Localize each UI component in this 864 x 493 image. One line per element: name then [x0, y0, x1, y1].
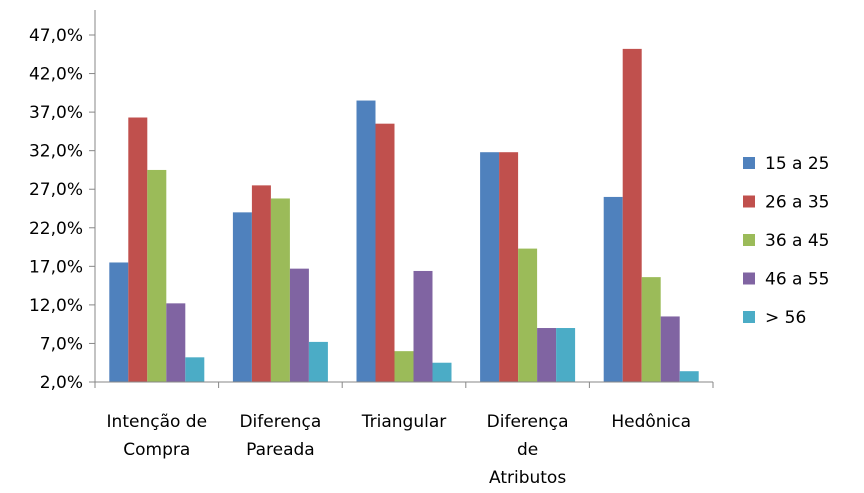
x-axis-labels: Intenção de Compra Diferença Pareada Triangu… — [107, 412, 692, 488]
bar-26-a-35-1 — [251, 185, 271, 382]
y-tick-label: 27,0% — [29, 180, 83, 200]
bar-56-0 — [185, 357, 205, 382]
bar-56-2 — [432, 362, 452, 382]
y-axis-ticks: 2,0% 7,0% 12,0% 17,0% 22,0% 27,0% 32,0% 37,0% 42… — [29, 26, 95, 393]
bar-15-a-25-1 — [232, 212, 252, 382]
x-tick-label: de — [517, 440, 538, 460]
y-tick-label: 42,0% — [29, 65, 83, 85]
legend-swatch — [743, 234, 755, 246]
bar-15-a-25-4 — [603, 196, 623, 382]
legend-swatch — [743, 272, 755, 285]
bar-46-a-55-4 — [660, 316, 680, 382]
x-tick-label: Pareada — [246, 440, 315, 460]
x-tick-label: Compra — [123, 440, 190, 460]
x-tick-label: Intenção de — [107, 412, 208, 432]
bar-26-a-35-4 — [622, 48, 642, 382]
x-tick-label: Hedônica — [611, 412, 691, 432]
bar-15-a-25-2 — [356, 100, 376, 383]
legend-swatch — [743, 157, 755, 169]
x-tick-label: Triangular — [361, 412, 447, 432]
bars — [109, 48, 699, 383]
legend-label: 26 a 35 — [765, 193, 830, 213]
bar-46-a-55-1 — [289, 268, 309, 382]
y-tick-label: 2,0% — [40, 373, 83, 393]
x-tick-label: Diferença — [239, 412, 321, 432]
y-tick-label: 22,0% — [29, 219, 83, 239]
y-tick-label: 47,0% — [29, 26, 83, 46]
bar-36-a-45-4 — [641, 277, 661, 382]
bar-36-a-45-0 — [147, 169, 167, 382]
y-tick-label: 17,0% — [29, 257, 83, 277]
legend: 15 a 25 26 a 35 36 a 45 46 a 55 > 56 — [743, 154, 830, 328]
bar-36-a-45-1 — [270, 198, 290, 382]
y-tick-label: 37,0% — [29, 103, 83, 123]
bar-26-a-35-0 — [128, 117, 148, 383]
x-tick-label: Atributos — [489, 468, 566, 488]
bar-56-3 — [556, 328, 576, 382]
bar-26-a-35-3 — [499, 152, 519, 382]
bar-26-a-35-2 — [375, 123, 395, 382]
bar-46-a-55-3 — [537, 328, 557, 382]
y-tick-label: 7,0% — [40, 334, 83, 354]
axes — [94, 10, 714, 388]
bar-56-4 — [679, 371, 699, 382]
bar-46-a-55-0 — [166, 303, 186, 382]
bar-36-a-45-2 — [394, 351, 414, 382]
bar-15-a-25-0 — [109, 262, 129, 382]
legend-label: 46 a 55 — [765, 270, 830, 290]
bar-36-a-45-3 — [518, 248, 538, 382]
legend-label: > 56 — [765, 308, 806, 328]
bar-46-a-55-2 — [413, 270, 433, 382]
legend-swatch — [743, 195, 755, 208]
legend-label: 15 a 25 — [765, 154, 830, 174]
y-tick-label: 12,0% — [29, 296, 83, 316]
x-tick-label: Diferença — [487, 412, 569, 432]
bar-15-a-25-3 — [480, 152, 500, 382]
legend-swatch — [743, 311, 755, 323]
y-tick-label: 32,0% — [29, 142, 83, 162]
bar-56-1 — [308, 341, 328, 382]
legend-label: 36 a 45 — [765, 231, 830, 251]
